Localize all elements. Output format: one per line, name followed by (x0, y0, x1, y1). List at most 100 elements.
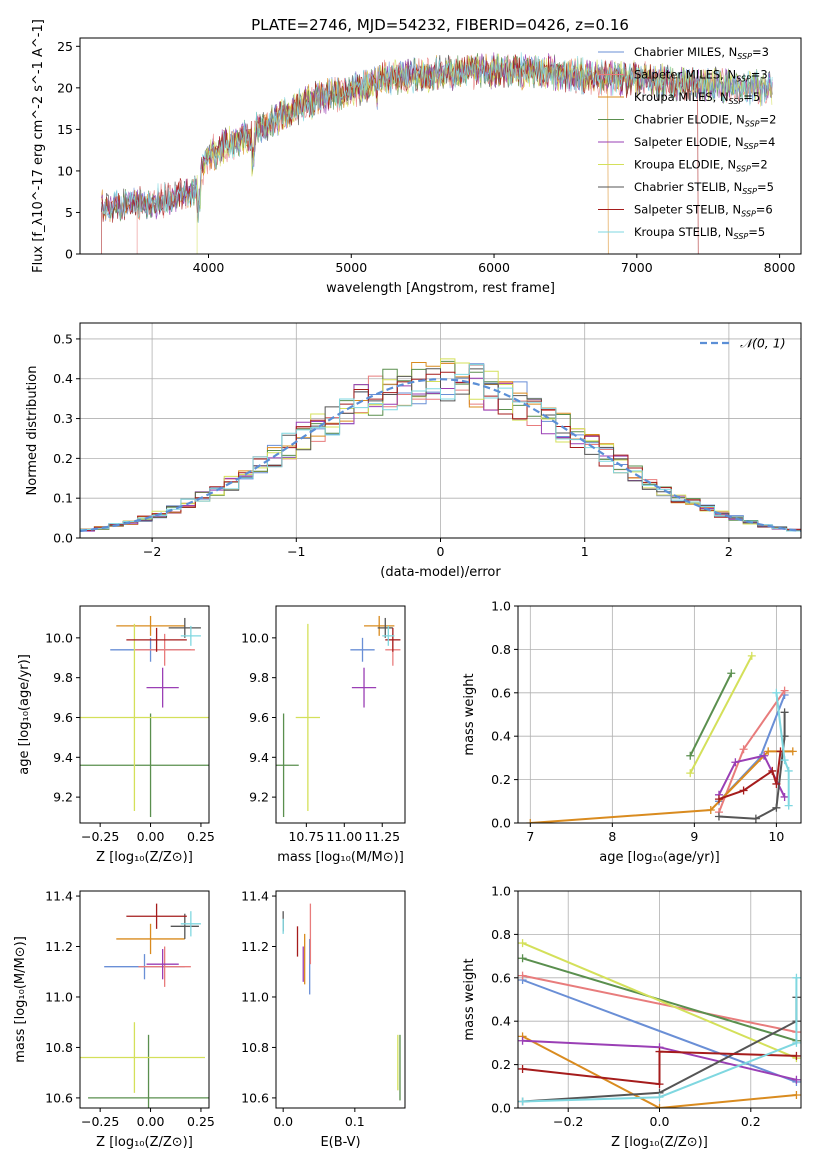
plot-area (276, 615, 401, 818)
weight-marker (768, 766, 777, 775)
x-tick-label: 9 (690, 829, 698, 844)
weight-marker (518, 1036, 527, 1045)
x-axis-label: Z [log₁₀(Z/Z⊙)] (611, 1135, 708, 1150)
y-tick-label: 11.2 (241, 939, 269, 954)
x-tick-label: −2 (143, 544, 161, 559)
weight-marker (518, 954, 527, 963)
x-tick-label: 8000 (764, 260, 796, 275)
histogram-kroupa-stelib (80, 364, 801, 538)
y-tick-label: 11.0 (241, 989, 269, 1004)
weight-marker (751, 814, 760, 823)
y-tick-label: 0.4 (53, 371, 73, 386)
y-tick-label: 0 (65, 247, 73, 262)
weight-line-kroupa-elodie (689, 655, 753, 774)
y-axis-label: age [log₁₀(age/yr)] (17, 654, 32, 775)
x-axis-label: Z [log₁₀(Z/Z⊙)] (96, 850, 193, 865)
weight-marker (686, 769, 695, 778)
weight-marker (655, 1104, 664, 1108)
x-tick-label: 10 (768, 829, 784, 844)
weight-marker (739, 745, 748, 754)
x-axis-label: E(B-V) (320, 1135, 360, 1150)
y-tick-label: 10.6 (241, 1090, 269, 1105)
weight-marker (780, 756, 789, 765)
axes-frame (517, 605, 802, 824)
y-tick-label: 10.8 (241, 1040, 269, 1055)
weight-line-kroupa-miles (522, 1035, 797, 1108)
y-tick-label: 9.6 (53, 710, 73, 725)
y-tick-label: 25 (57, 39, 73, 54)
figure-title: PLATE=2746, MJD=54232, FIBERID=0426, z=0… (251, 16, 629, 34)
axes-frame (79, 890, 210, 1109)
age-vs-mass-panel: 10.75 11.00 11.25 9.2 9.4 9.6 9.8 10.0 mass [log… (241, 605, 406, 865)
axes-frame (79, 37, 802, 255)
x-axis-label: age [log₁₀(age/yr)] (599, 850, 720, 865)
x-tick-label: 1 (581, 544, 589, 559)
weight-marker (792, 973, 801, 982)
y-tick-label: 10.6 (45, 1090, 73, 1105)
weight-line-kroupa-elodie (522, 942, 797, 1060)
y-tick-label: 10.0 (45, 630, 73, 645)
x-tick-label: 0.2 (741, 1114, 761, 1129)
y-tick-label: 9.2 (249, 790, 269, 805)
x-tick-label: 0.0 (650, 1114, 670, 1129)
weight-marker (780, 686, 789, 695)
y-tick-label: 11.4 (45, 889, 73, 904)
x-tick-label: 0.00 (137, 1114, 165, 1129)
y-tick-label: 0.6 (491, 970, 511, 985)
y-tick-label: 0.3 (53, 411, 73, 426)
plot-area (80, 615, 209, 818)
weight-line-chabrier-miles (522, 979, 797, 1083)
weight-marker (760, 751, 769, 760)
legend-entry: Kroupa STELIB, NSSP=5 (634, 225, 765, 241)
y-tick-label: 9.8 (249, 670, 269, 685)
x-tick-label: 0.1 (345, 1114, 365, 1129)
x-tick-label: 5000 (335, 260, 367, 275)
y-tick-label: 20 (57, 80, 73, 95)
weight-marker (655, 1080, 664, 1089)
x-tick-label: 0.25 (187, 829, 215, 844)
y-tick-label: 9.6 (249, 710, 269, 725)
x-tick-label: −0.25 (81, 1114, 119, 1129)
y-tick-label: 10 (57, 163, 73, 178)
weight-marker (772, 803, 781, 812)
y-tick-label: 9.4 (249, 750, 269, 765)
spectrum-legend: Chabrier MILES, NSSP=3 Salpeter MILES, NS… (598, 45, 776, 241)
y-tick-label: 11.0 (45, 989, 73, 1004)
legend-entry: Chabrier MILES, NSSP=3 (634, 45, 769, 61)
x-tick-label: −1 (287, 544, 305, 559)
weight-marker (686, 751, 695, 760)
axes-frame (275, 605, 406, 824)
weight-vs-metallicity-panel: −0.2 0.0 0.2 0.0 0.2 0.4 0.6 0.8 1.0 Z [log₁₀(Z/Z… (462, 884, 802, 1150)
plot-area (80, 903, 209, 1108)
x-axis-label: wavelength [Angstrom, rest frame] (326, 281, 555, 296)
y-tick-label: 11.2 (45, 939, 73, 954)
y-tick-label: 0.6 (491, 685, 511, 700)
weight-marker (518, 1064, 527, 1073)
legend-entry: Salpeter MILES, NSSP=3 (634, 68, 768, 84)
x-axis-label: mass [log₁₀(M/M⊙)] (277, 850, 404, 865)
weight-line-salpeter-miles (522, 974, 797, 1033)
weight-marker (788, 747, 797, 756)
y-tick-label: 0.0 (491, 816, 511, 831)
legend-entry: 𝒩(0, 1) (740, 336, 786, 351)
x-tick-label: 11.25 (364, 829, 400, 844)
x-tick-label: 0.00 (137, 829, 165, 844)
x-tick-label: 0.0 (273, 1114, 293, 1129)
weight-marker (739, 786, 748, 795)
weight-marker (764, 747, 773, 756)
y-tick-label: 0.2 (491, 1057, 511, 1072)
weight-marker (772, 688, 781, 697)
weight-marker (526, 819, 535, 823)
y-tick-label: 0.4 (491, 1014, 511, 1029)
weight-marker (792, 1038, 801, 1047)
plot-area (518, 939, 801, 1108)
weight-vs-age-panel: 7 8 9 10 0.0 0.2 0.4 0.6 0.8 1.0 age [log₁₀(age/yr… (462, 599, 802, 865)
y-tick-label: 0.1 (53, 491, 73, 506)
weight-line-salpeter-stelib (522, 1050, 797, 1086)
x-tick-label: 10.75 (288, 829, 324, 844)
weight-marker (792, 1051, 801, 1060)
weight-marker (792, 1090, 801, 1099)
y-tick-label: 0.5 (53, 331, 73, 346)
y-axis-label: Normed distribution (25, 366, 40, 496)
weight-line-chabrier-elodie (522, 957, 797, 1042)
